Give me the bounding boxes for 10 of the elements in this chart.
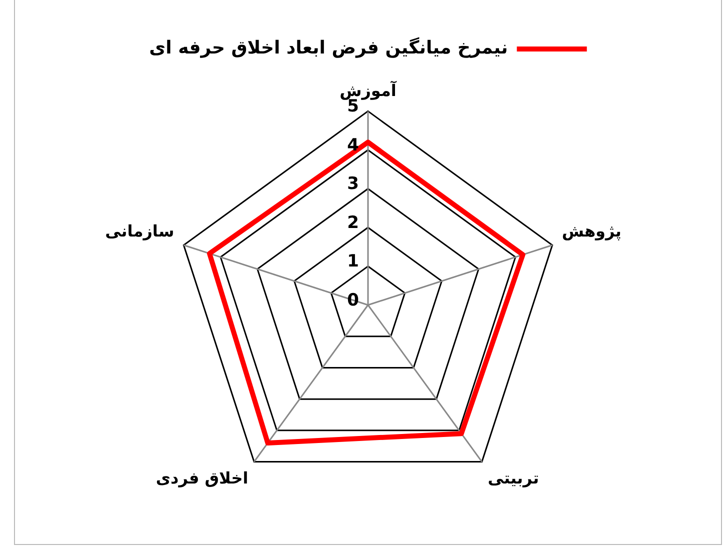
y-tick-label: 0 xyxy=(347,290,360,310)
spoke-label: پژوهش xyxy=(562,222,622,241)
y-tick-label: 2 xyxy=(347,212,359,233)
spoke-label: سازمانی xyxy=(105,222,174,241)
spoke-label: تربیتی xyxy=(488,468,540,488)
legend-label: نیمرخ میانگین فرض ابعاد اخلاق حرفه ای xyxy=(149,36,508,59)
y-tick-label: 3 xyxy=(347,174,359,194)
spoke-label: اخلاق فردی xyxy=(156,468,248,488)
y-tick-label: 4 xyxy=(347,135,360,156)
y-tick-label: 1 xyxy=(347,252,359,272)
